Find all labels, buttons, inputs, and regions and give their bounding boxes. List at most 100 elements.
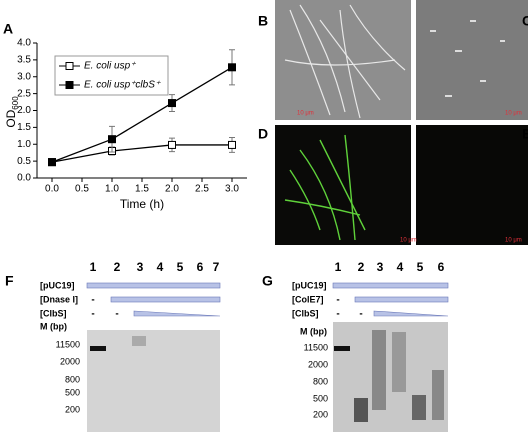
lane-number: 2 <box>114 260 121 274</box>
lane-number: 4 <box>157 260 164 274</box>
band <box>392 332 406 392</box>
point <box>168 140 176 149</box>
concentration-bar <box>86 282 221 289</box>
lane-number: 1 <box>90 260 97 274</box>
band <box>132 336 146 346</box>
point <box>168 99 176 108</box>
sign: - <box>336 295 339 306</box>
scale-label: 10 μm <box>400 238 417 244</box>
lane-number: 4 <box>397 260 404 274</box>
sign: - <box>115 309 118 320</box>
series-line <box>51 144 232 163</box>
row-label: [pUC19] <box>292 280 327 290</box>
band <box>334 346 350 351</box>
marker-size: 2000 <box>308 359 328 369</box>
legend-label: E. coli usp⁺clbS⁺ <box>84 80 161 91</box>
scale-label: 10 μm <box>505 111 522 117</box>
legend-label: E. coli usp⁺ <box>84 61 136 72</box>
concentration-bar <box>354 296 449 303</box>
y-tick-label: 1.0 <box>17 139 31 150</box>
lane-number: 5 <box>177 260 184 274</box>
filaments <box>284 4 406 119</box>
row-label: [ClbS] <box>292 308 319 318</box>
row-label: [pUC19] <box>40 280 75 290</box>
legend-box <box>54 55 169 96</box>
lane-number: 7 <box>213 260 220 274</box>
band <box>90 346 106 351</box>
band <box>432 370 444 420</box>
row-label: [ClbS] <box>40 308 67 318</box>
sign: - <box>91 309 94 320</box>
marker-size: 800 <box>65 374 80 384</box>
gradient-wedge <box>373 310 449 317</box>
micrograph-b <box>275 0 411 120</box>
y-tick-label: 0.5 <box>17 156 31 167</box>
x-tick-label: 3.0 <box>225 184 239 195</box>
marker-size: 11500 <box>304 342 328 352</box>
x-axis-label: Time (h) <box>120 197 164 211</box>
marker-title: M (bp) <box>40 321 67 331</box>
lane-number: 5 <box>417 260 424 274</box>
y-axis-label-main: OD <box>4 109 18 127</box>
panel-label: E <box>522 126 528 142</box>
x-tick-label: 2.0 <box>165 184 179 195</box>
panel-label: G <box>262 273 273 289</box>
y-axis-label: OD600 <box>4 96 20 128</box>
point <box>228 140 236 149</box>
legend-marker <box>65 62 74 70</box>
marker-size: 500 <box>65 387 80 397</box>
x-tick-label: 2.5 <box>195 184 209 195</box>
x-tick-label: 1.0 <box>105 184 119 195</box>
marker-size: 200 <box>313 409 328 419</box>
y-tick-label: 1.5 <box>17 122 31 133</box>
y-tick-label: 2.0 <box>17 105 31 116</box>
band <box>372 330 386 410</box>
y-axis-label-sub: 600 <box>11 96 20 110</box>
row-label: [ColE7] <box>292 294 324 304</box>
legend-marker <box>65 81 74 89</box>
cells <box>430 20 505 97</box>
concentration-bar <box>332 282 449 289</box>
marker-size: 500 <box>313 393 328 403</box>
concentration-bar <box>110 296 221 303</box>
lane-number: 3 <box>377 260 384 274</box>
scale-label: 10 μm <box>505 238 522 244</box>
marker-size: 200 <box>65 404 80 414</box>
point <box>108 135 116 144</box>
panel-label: C <box>522 13 528 29</box>
point <box>228 63 236 72</box>
band <box>412 395 426 420</box>
series-line <box>51 66 233 163</box>
micrograph-e <box>416 125 528 245</box>
y-tick-label: 3.5 <box>17 55 31 66</box>
panel-label: F <box>5 273 14 289</box>
panel-label: B <box>258 13 268 29</box>
row-label: [Dnase I] <box>40 294 78 304</box>
panel-label: D <box>258 126 268 142</box>
gel-g <box>333 322 448 432</box>
lane-number: 1 <box>335 260 342 274</box>
scale-label: 10 μm <box>297 111 314 117</box>
gel-f <box>87 330 220 432</box>
fluorescent-filaments <box>284 134 366 241</box>
y-tick-label: 4.0 <box>17 38 31 49</box>
y-tick-label: 0.0 <box>17 173 31 184</box>
panel-label: A <box>3 21 13 37</box>
marker-size: 2000 <box>60 356 80 366</box>
y-tick-label: 3.0 <box>17 71 31 82</box>
band <box>354 398 368 422</box>
x-tick-label: 1.5 <box>135 184 149 195</box>
x-tick-label: 0.5 <box>75 184 89 195</box>
marker-title: M (bp) <box>300 326 327 336</box>
point <box>48 158 56 167</box>
sign: - <box>336 309 339 320</box>
y-tick-label: 2.5 <box>17 88 31 99</box>
lane-number: 3 <box>137 260 144 274</box>
marker-size: 800 <box>313 376 328 386</box>
gradient-wedge <box>133 310 221 317</box>
micrograph-c <box>416 0 528 120</box>
x-tick-label: 0.0 <box>45 184 59 195</box>
lane-number: 6 <box>197 260 204 274</box>
marker-size: 11500 <box>56 339 80 349</box>
